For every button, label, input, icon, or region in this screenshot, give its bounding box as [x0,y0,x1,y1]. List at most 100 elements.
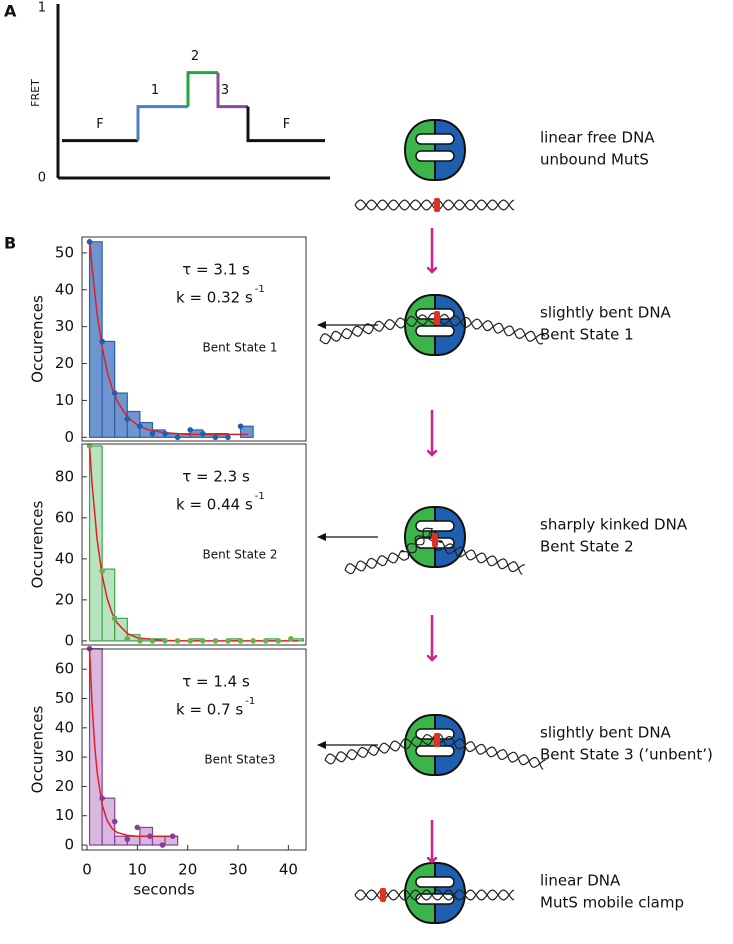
y-tick-label: 10 [55,806,74,824]
y-tick-label: 0 [64,428,74,446]
segment-label: F [96,117,103,132]
rate-label: k = 0.44 s [176,496,253,514]
data-point [134,824,141,831]
dna-strand [319,313,544,345]
y-tick-label: 20 [55,777,74,795]
state-description: linear DNA [540,872,621,890]
data-point [162,638,168,644]
data-point [149,638,156,644]
data-point [187,427,194,433]
data-point [237,638,244,644]
state-description: Bent State 3 (’unbent’) [540,746,713,764]
state-label: Bent State 2 [203,548,278,562]
segment-label: 1 [151,83,159,98]
y-axis-label: Occurences [29,705,47,793]
data-point [111,818,118,825]
data-point [225,434,231,441]
fit-curve [88,238,249,436]
y-tick-label: 50 [55,689,74,707]
muts-channel [415,876,455,888]
state-description: Bent State 2 [540,538,634,556]
muts-channel [415,520,455,532]
x-tick-label: 20 [178,861,197,879]
segment-label: F [283,117,290,132]
data-point [111,615,118,622]
state-description: linear free DNA [540,129,655,147]
y-tick-label: 20 [55,590,74,608]
state-description: MutS mobile clamp [540,894,684,912]
x-tick-label: 40 [279,861,298,879]
data-point [174,434,181,441]
state-description: sharply kinked DNA [540,516,688,534]
segment-label: 2 [191,49,199,64]
data-point [111,390,118,396]
data-point [137,423,143,430]
tau-label: τ = 1.4 s [182,673,250,691]
plot-frame [81,443,307,646]
y-tick-label: 40 [55,549,74,567]
data-point [174,638,181,644]
rate-label: k = 0.7 s [176,701,243,719]
panel-label: A [4,2,17,21]
data-point [86,238,93,245]
muts-channel [415,325,455,337]
data-point [124,836,131,842]
data-point [200,430,206,437]
state-label: Bent State3 [204,753,275,767]
muts-blue [434,505,466,569]
y-tick-label: 60 [55,660,74,678]
rate-exponent: -1 [255,491,265,502]
trace-segment [216,72,248,109]
y-tick-label: 1 [38,1,46,16]
data-point [124,636,131,642]
data-point [262,638,269,644]
x-tick-label: 0 [82,861,92,879]
y-tick-label: 0 [64,836,74,854]
bar [101,568,116,642]
x-tick-label: 30 [228,861,247,879]
y-axis-label: Occurences [29,500,47,588]
fit-curve [88,648,178,837]
state-description: slightly bent DNA [540,724,672,742]
bar [239,425,254,438]
mismatch [434,733,440,747]
y-tick-label: 30 [55,748,74,766]
muts-channel [415,133,455,145]
y-tick-label: 60 [55,508,74,526]
rate-label: k = 0.32 s [176,289,253,307]
rate-exponent: -1 [245,696,255,707]
muts-blue [434,118,466,182]
trace-segment [246,106,325,143]
y-axis-label: Occurences [29,295,47,383]
tau-label: τ = 2.3 s [182,468,250,486]
data-point [159,842,166,848]
mismatch [434,311,440,325]
data-point [147,833,153,840]
data-point [225,638,231,644]
muts-blue [434,861,466,925]
state-description: slightly bent DNA [540,304,672,322]
dna-strand [344,527,525,573]
muts-channel [415,745,455,757]
data-point [137,638,143,644]
y-tick-label: 20 [55,354,74,372]
x-axis-label: seconds [133,881,194,899]
data-point [237,423,244,430]
mismatch [432,533,438,547]
data-point [200,638,206,644]
y-tick-label: 30 [55,317,74,335]
y-tick-label: 40 [55,718,74,736]
data-point [99,338,105,345]
state-label: Bent State 1 [203,341,278,355]
data-point [212,434,219,441]
plot-frame [81,648,307,851]
data-point [288,636,294,642]
y-axis-label: FRET [29,79,42,107]
y-tick-label: 80 [55,467,74,485]
data-point [124,416,131,422]
data-point [250,638,256,644]
y-tick-label: 10 [55,391,74,409]
y-tick-label: 40 [55,280,74,298]
data-point [275,638,282,644]
